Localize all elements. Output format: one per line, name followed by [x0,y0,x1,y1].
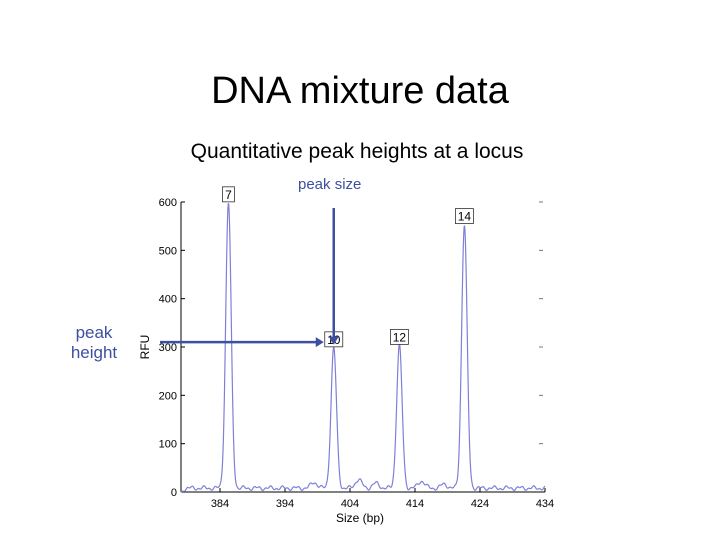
plot-frame [180,202,545,493]
x-tick-label: 414 [406,498,424,510]
peak-height-arrowhead [315,337,324,348]
svg-text:14: 14 [458,210,472,224]
y-ticks: 0 100 200 300 400 500 600 [159,197,185,499]
peak-label: 14 [454,208,474,224]
peak-size-arrowhead [328,336,339,345]
peak-size-annotation: peak size [298,176,362,193]
annotation-arrows [160,208,339,348]
peak-label: 7 [222,186,235,203]
y-tick-label: 300 [159,342,177,354]
y-tick-label: 600 [159,197,177,209]
y-tick-label: 200 [159,390,177,402]
peak-height-annotation: peak height [70,323,118,362]
y-tick-label: 0 [171,487,177,499]
peak-label: 12 [389,329,409,345]
x-tick-label: 424 [471,498,489,510]
x-tick-label: 404 [341,498,359,510]
slide-title: DNA mixture data [211,70,509,112]
y-tick-label: 400 [159,294,177,306]
peak-labels: 7101214 [222,186,474,348]
y-axis-label: RFU [138,335,152,360]
slide-subtitle: Quantitative peak heights at a locus [190,140,524,163]
x-ticks: 384 394 404 414 424 434 [211,488,554,510]
y-tick-label: 100 [159,439,177,451]
x-axis-label: Size (bp) [336,511,384,525]
x-tick-label: 394 [276,498,294,510]
svg-text:12: 12 [393,330,407,344]
x-tick-label: 384 [211,498,229,510]
y-tick-label: 500 [159,245,177,257]
right-ticks [539,201,543,445]
svg-text:7: 7 [225,188,232,202]
x-tick-label: 434 [536,498,554,510]
signal-trace [180,203,546,493]
